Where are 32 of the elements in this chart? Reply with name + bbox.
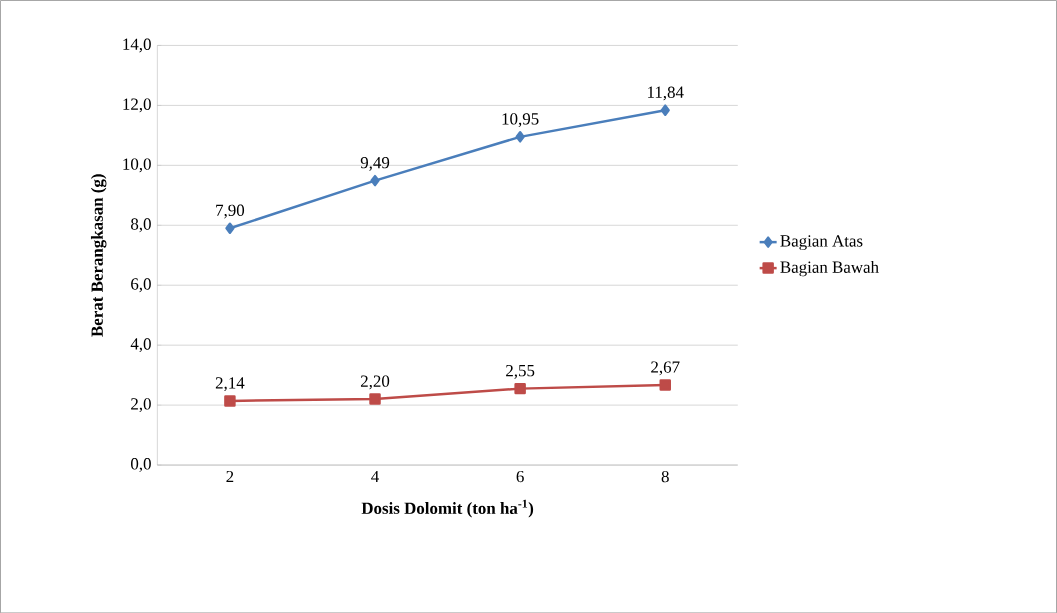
x-tick-label: 2 (226, 470, 234, 482)
data-label: 10,95 (502, 112, 539, 127)
point (660, 104, 670, 116)
y-tick-label: 8,0 (131, 218, 151, 233)
legend-label: Bagian Atas (780, 235, 863, 250)
x-tick-label: 6 (516, 470, 524, 483)
point (225, 222, 235, 234)
y-tick-label: 4,0 (130, 338, 151, 352)
y-tick-label: 12,0 (123, 98, 151, 113)
point (369, 393, 381, 405)
point (515, 130, 525, 143)
point (224, 394, 236, 407)
data-label: 7,90 (216, 204, 245, 219)
point (370, 174, 380, 187)
y-tick-label: 10,0 (123, 158, 151, 173)
x-tick-label: 4 (371, 470, 379, 482)
data-label: 2,20 (360, 375, 390, 390)
point (659, 379, 671, 391)
y-axis-title: Berat Berangkasan (g) (90, 174, 107, 337)
y-tick-label: 14,0 (123, 38, 151, 53)
data-label: 2,14 (215, 377, 245, 391)
x-tick-label: 8 (661, 470, 669, 483)
point (514, 382, 526, 395)
y-tick-label: 6,0 (131, 278, 151, 292)
data-label: 2,67 (651, 361, 680, 375)
data-label: 11,84 (648, 86, 684, 101)
y-tick-label: 2,0 (131, 397, 151, 412)
data-label: 2,55 (506, 364, 535, 379)
y-tick-label: 0,0 (131, 457, 151, 472)
data-label: 9,49 (360, 156, 390, 171)
legend-label: Bagian Bawah (780, 260, 879, 277)
x-axis-title: Dosis Dolomit (ton ha$^{-1}$) (361, 499, 534, 518)
